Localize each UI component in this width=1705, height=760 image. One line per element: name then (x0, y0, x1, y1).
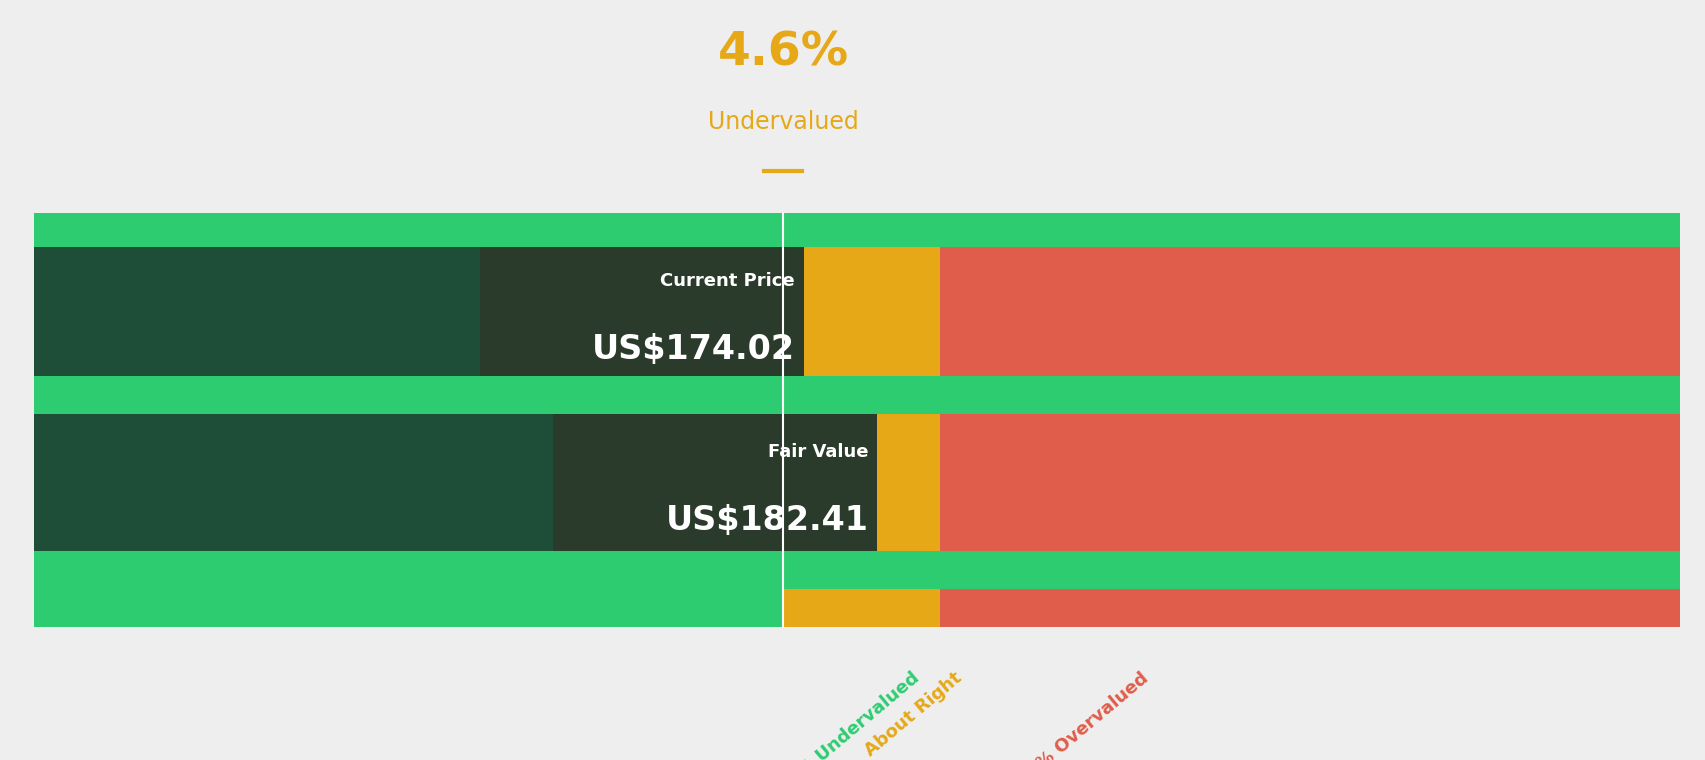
Text: Fair Value: Fair Value (767, 443, 868, 461)
Text: US$174.02: US$174.02 (592, 333, 795, 366)
Bar (34, 213, 783, 627)
Text: Undervalued: Undervalued (708, 109, 858, 134)
Text: 20% Undervalued: 20% Undervalued (774, 669, 922, 760)
Text: 20% Overvalued: 20% Overvalued (1013, 669, 1151, 760)
Bar (552, 414, 876, 551)
Bar (34, 376, 1679, 414)
Text: US$182.41: US$182.41 (665, 504, 868, 537)
Text: Current Price: Current Price (660, 272, 795, 290)
Text: 4.6%: 4.6% (718, 30, 849, 76)
Bar (34, 414, 783, 551)
Bar (34, 247, 783, 376)
Text: About Right: About Right (861, 669, 965, 760)
Bar (939, 213, 1679, 627)
Bar (34, 551, 1679, 589)
Bar (783, 213, 939, 627)
Bar (479, 247, 803, 376)
Bar (34, 213, 1679, 247)
